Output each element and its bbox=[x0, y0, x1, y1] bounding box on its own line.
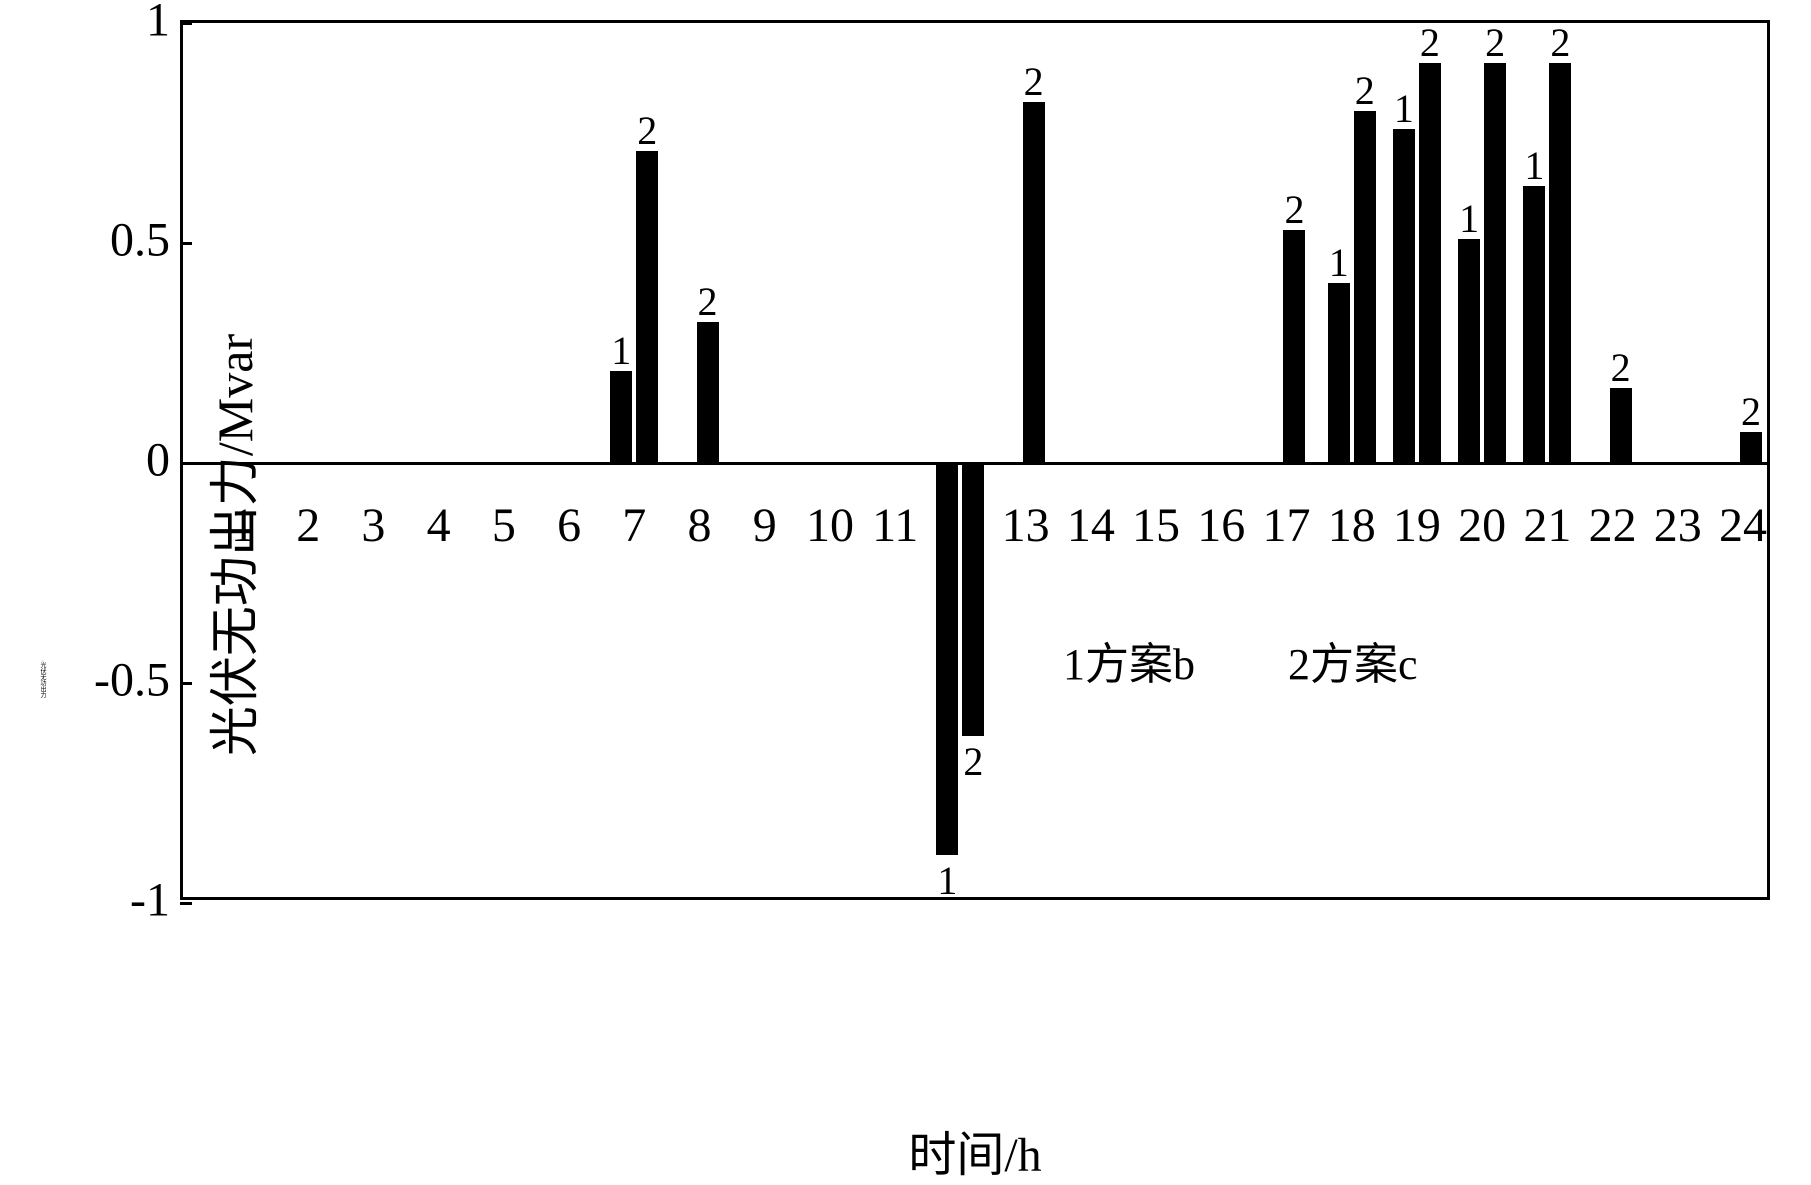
y-tick-mark bbox=[180, 242, 192, 245]
y-axis-label: 光伏无功出力/Mvar bbox=[195, 334, 267, 756]
bar-value-label: 2 bbox=[963, 738, 983, 785]
x-tick-label: 11 bbox=[872, 498, 918, 553]
bar-series-2 bbox=[1023, 102, 1045, 463]
bar-value-label: 2 bbox=[1420, 19, 1440, 66]
bar-value-label: 2 bbox=[637, 107, 657, 154]
x-tick-label: 21 bbox=[1523, 498, 1571, 553]
bar-value-label: 2 bbox=[1355, 67, 1375, 114]
x-axis-label: 时间/h bbox=[908, 1115, 1041, 1185]
bar-series-2 bbox=[962, 463, 984, 736]
bar-value-label: 1 bbox=[1459, 195, 1479, 242]
bar-series-1 bbox=[936, 463, 958, 855]
bar-value-label: 1 bbox=[1524, 142, 1544, 189]
bar-series-1 bbox=[1393, 129, 1415, 463]
y-tick-label: 0.5 bbox=[110, 213, 170, 268]
x-tick-label: 17 bbox=[1262, 498, 1310, 553]
bar-value-label: 2 bbox=[698, 278, 718, 325]
y-tick-mark bbox=[180, 682, 192, 685]
y-tick-label: 0 bbox=[146, 433, 170, 488]
x-tick-label: 8 bbox=[688, 498, 712, 553]
legend-item: 1方案b bbox=[1063, 628, 1195, 692]
x-tick-label: 23 bbox=[1654, 498, 1702, 553]
legend-item: 2方案c bbox=[1288, 628, 1418, 692]
x-tick-label: 13 bbox=[1002, 498, 1050, 553]
y-tick-mark bbox=[180, 22, 192, 25]
x-tick-label: 7 bbox=[622, 498, 646, 553]
x-tick-label: 16 bbox=[1197, 498, 1245, 553]
x-tick-label: 2 bbox=[296, 498, 320, 553]
x-tick-label: 19 bbox=[1393, 498, 1441, 553]
y-tick-mark bbox=[180, 462, 192, 465]
bar-series-2 bbox=[697, 322, 719, 463]
bar-value-label: 1 bbox=[937, 857, 957, 904]
x-tick-label: 6 bbox=[557, 498, 581, 553]
bar-series-2 bbox=[1354, 111, 1376, 463]
y-tick-mark bbox=[180, 902, 192, 905]
x-tick-label: 15 bbox=[1132, 498, 1180, 553]
x-tick-label: 4 bbox=[427, 498, 451, 553]
bar-series-2 bbox=[1740, 432, 1762, 463]
bar-series-2 bbox=[1610, 388, 1632, 463]
bar-series-2 bbox=[1484, 63, 1506, 463]
x-tick-label: 10 bbox=[806, 498, 854, 553]
bar-series-1 bbox=[1523, 186, 1545, 463]
bar-series-2 bbox=[1419, 63, 1441, 463]
bar-value-label: 2 bbox=[1485, 19, 1505, 66]
chart-container: 1234567891011121314151617181920212223241… bbox=[180, 20, 1770, 1070]
x-tick-label: 9 bbox=[753, 498, 777, 553]
bar-value-label: 2 bbox=[1741, 388, 1761, 435]
x-tick-label: 22 bbox=[1589, 498, 1637, 553]
y-tick-label: -0.5 bbox=[94, 653, 170, 708]
bar-value-label: 1 bbox=[1394, 85, 1414, 132]
bar-series-1 bbox=[1458, 239, 1480, 463]
x-tick-label: 24 bbox=[1719, 498, 1767, 553]
x-tick-label: 20 bbox=[1458, 498, 1506, 553]
plot-area: 1234567891011121314151617181920212223241… bbox=[180, 20, 1770, 900]
watermark-text: ·光伏无功出力 bbox=[38, 660, 47, 698]
bar-value-label: 2 bbox=[1284, 186, 1304, 233]
bar-value-label: 2 bbox=[1611, 344, 1631, 391]
bar-series-2 bbox=[636, 151, 658, 463]
bar-value-label: 2 bbox=[1550, 19, 1570, 66]
x-tick-label: 14 bbox=[1067, 498, 1115, 553]
x-tick-label: 3 bbox=[361, 498, 385, 553]
bar-series-1 bbox=[1328, 283, 1350, 463]
y-tick-label: -1 bbox=[130, 873, 170, 928]
bar-series-2 bbox=[1283, 230, 1305, 463]
bar-series-1 bbox=[610, 371, 632, 463]
bar-value-label: 2 bbox=[1024, 58, 1044, 105]
bar-value-label: 1 bbox=[611, 327, 631, 374]
x-tick-label: 5 bbox=[492, 498, 516, 553]
x-tick-label: 18 bbox=[1328, 498, 1376, 553]
y-tick-label: 1 bbox=[146, 0, 170, 48]
bar-value-label: 1 bbox=[1329, 239, 1349, 286]
bar-series-2 bbox=[1549, 63, 1571, 463]
